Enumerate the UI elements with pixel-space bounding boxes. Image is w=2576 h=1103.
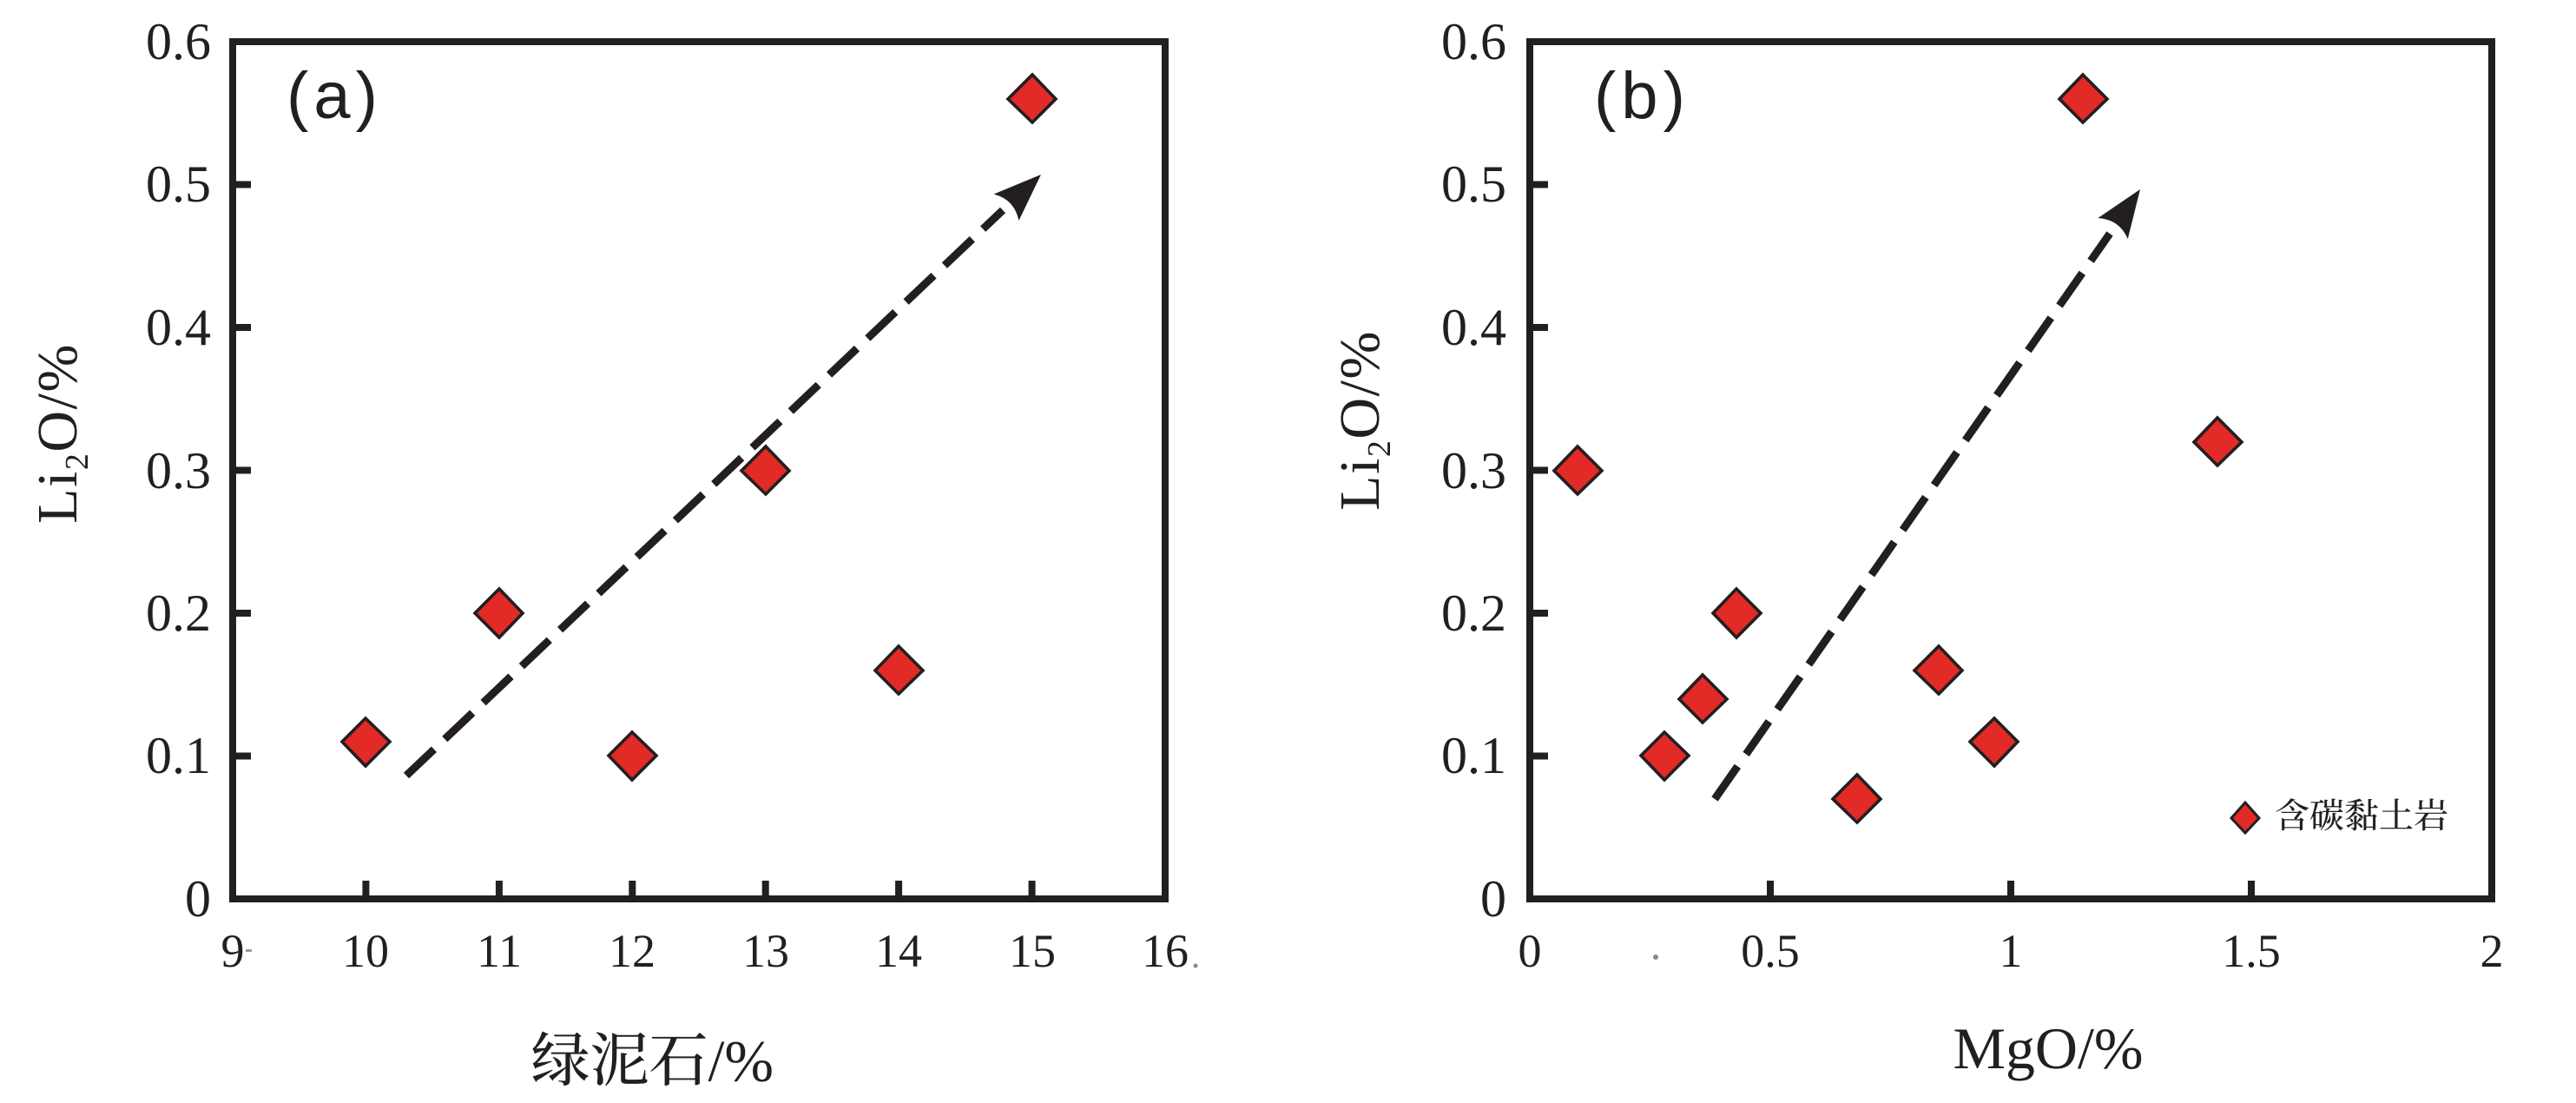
svg-text:0: 0 [1480,870,1506,928]
svg-text:11: 11 [477,925,522,977]
svg-text:0.6: 0.6 [1441,13,1506,70]
svg-text:0.2: 0.2 [146,585,211,642]
svg-text:15: 15 [1009,925,1056,977]
svg-text:9: 9 [221,925,245,977]
svg-text:0.2: 0.2 [1441,585,1506,642]
svg-text:13: 13 [742,925,789,977]
svg-text:0.3: 0.3 [146,442,211,499]
svg-text:MgO/%: MgO/% [1953,1015,2143,1081]
svg-text:0.5: 0.5 [1741,925,1800,977]
svg-text:0.3: 0.3 [1441,442,1506,499]
svg-text:0.1: 0.1 [146,727,211,784]
svg-text:Li2O/%: Li2O/% [26,343,96,524]
svg-text:0.1: 0.1 [1441,727,1506,784]
svg-text:0.6: 0.6 [146,13,211,70]
svg-text:0.4: 0.4 [146,299,211,356]
svg-text:0.5: 0.5 [1441,155,1506,213]
svg-text:1.5: 1.5 [2222,925,2281,977]
svg-text:0: 0 [185,870,211,928]
svg-text:0.4: 0.4 [1441,299,1506,356]
svg-text:16: 16 [1142,925,1189,977]
svg-text:14: 14 [875,925,922,977]
svg-text:/%: /% [708,1028,774,1094]
svg-text:0: 0 [1519,925,1542,977]
svg-text:(a): (a) [287,59,383,133]
svg-text:(b): (b) [1594,59,1690,133]
svg-text:12: 12 [609,925,656,977]
svg-text:1: 1 [2000,925,2023,977]
svg-text:10: 10 [342,925,389,977]
svg-text:0.5: 0.5 [146,155,211,213]
svg-text:Li2O/%: Li2O/% [1328,330,1398,511]
svg-text:2: 2 [2480,925,2504,977]
